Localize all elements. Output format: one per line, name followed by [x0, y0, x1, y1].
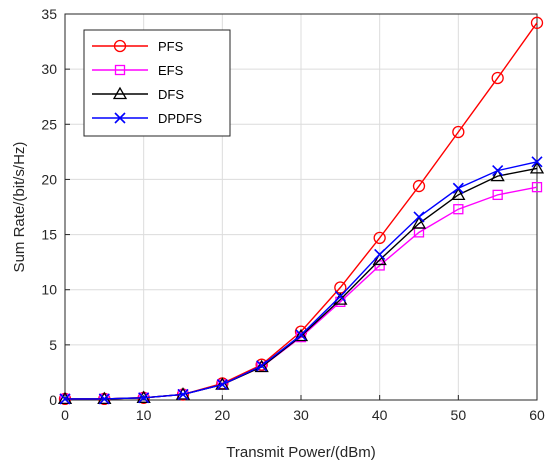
data-point-pfs	[491, 71, 504, 85]
data-point-pfs	[412, 179, 426, 193]
data-point-dfs	[57, 391, 73, 405]
data-point-dpdfs	[256, 360, 268, 372]
y-tick-label: 5	[49, 337, 57, 353]
data-point-dpdfs	[531, 156, 543, 168]
x-axis-ticks: 0 10 20 30 40 50 60	[61, 395, 545, 423]
data-point-dpdfs	[216, 378, 228, 391]
data-point-dpdfs	[492, 165, 504, 177]
legend-label-dfs: DFS	[158, 87, 184, 102]
x-tick-label: 40	[372, 407, 388, 423]
data-point-dfs	[529, 161, 545, 174]
y-tick-label: 15	[41, 227, 57, 243]
legend-label-dpdfs: DPDFS	[158, 111, 202, 126]
y-axis-ticks: 0 5 10 15 20 25 30 35	[41, 6, 70, 408]
x-tick-label: 0	[61, 407, 69, 423]
x-tick-label: 60	[529, 407, 545, 423]
x-tick-label: 10	[136, 407, 152, 423]
data-point-pfs	[373, 231, 386, 245]
x-tick-label: 50	[451, 407, 467, 423]
y-tick-label: 25	[41, 116, 57, 132]
data-point-dfs	[490, 168, 505, 182]
data-point-dpdfs	[138, 392, 150, 404]
legend-marker-dpdfs	[114, 112, 126, 124]
data-point-efs	[531, 181, 543, 193]
legend-marker-pfs	[113, 39, 127, 53]
x-tick-label: 20	[215, 407, 231, 423]
series-dpdfs	[59, 156, 543, 405]
data-point-pfs	[255, 358, 268, 371]
data-point-dpdfs	[98, 393, 110, 405]
data-point-dpdfs	[374, 248, 386, 260]
data-point-dfs	[411, 216, 427, 229]
y-tick-label: 0	[49, 392, 57, 408]
y-axis-label: Sum Rate/(bit/s/Hz)	[11, 142, 28, 273]
y-tick-label: 20	[41, 171, 57, 187]
data-point-dpdfs	[413, 211, 425, 223]
x-tick-label: 30	[293, 407, 309, 423]
data-point-pfs	[530, 16, 544, 29]
legend-label-pfs: PFS	[158, 39, 184, 54]
legend-label-efs: EFS	[158, 63, 184, 78]
data-point-dpdfs	[59, 393, 71, 405]
y-tick-label: 30	[41, 61, 57, 77]
data-point-dpdfs	[452, 182, 464, 194]
data-point-dfs	[293, 328, 309, 342]
legend-marker-efs	[114, 64, 126, 76]
x-axis-label: Transmit Power/(dBm)	[226, 444, 375, 461]
data-point-pfs	[452, 125, 465, 139]
data-point-dfs	[254, 359, 269, 373]
y-tick-label: 35	[41, 6, 57, 22]
data-point-dpdfs	[177, 388, 189, 401]
data-point-efs	[492, 189, 503, 201]
legend: PFS EFS DFS DPDFS	[83, 29, 231, 137]
series-layer	[57, 16, 545, 406]
data-point-dpdfs	[295, 329, 307, 341]
data-point-dfs	[372, 252, 387, 266]
legend-marker-dfs	[112, 86, 128, 100]
y-tick-label: 10	[41, 282, 57, 298]
data-point-efs	[453, 204, 464, 215]
data-point-dfs	[451, 187, 466, 201]
data-point-dpdfs	[334, 290, 346, 302]
